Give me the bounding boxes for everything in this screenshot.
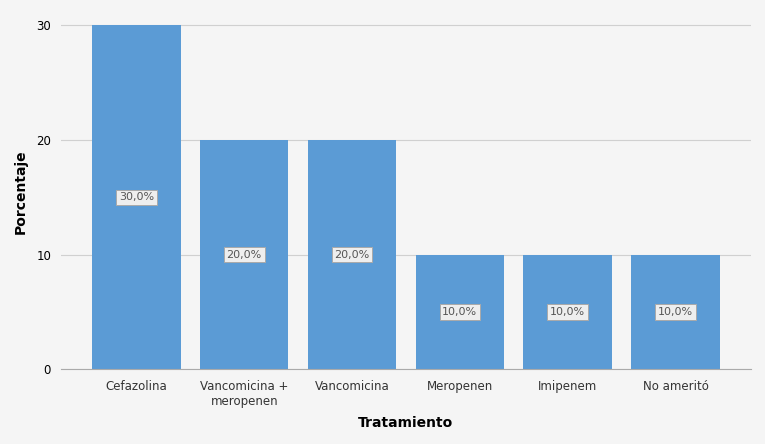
Bar	[308, 140, 396, 369]
Text: 20,0%: 20,0%	[334, 250, 369, 260]
Text: 30,0%: 30,0%	[119, 192, 154, 202]
Bar	[631, 255, 720, 369]
Bar	[523, 255, 612, 369]
Bar	[200, 140, 288, 369]
Y-axis label: Porcentaje: Porcentaje	[14, 149, 28, 234]
Bar	[415, 255, 504, 369]
Text: 10,0%: 10,0%	[550, 307, 585, 317]
Text: 20,0%: 20,0%	[226, 250, 262, 260]
Bar	[93, 25, 181, 369]
Text: 10,0%: 10,0%	[442, 307, 477, 317]
X-axis label: Tratamiento: Tratamiento	[358, 416, 454, 430]
Text: 10,0%: 10,0%	[658, 307, 693, 317]
